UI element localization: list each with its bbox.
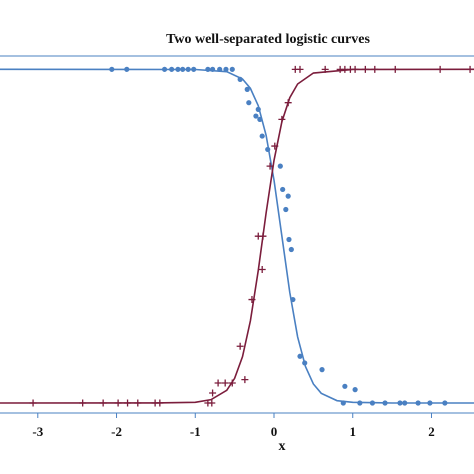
chart-title: Two well-separated logistic curves [166, 32, 370, 47]
plus-marker [258, 266, 266, 274]
dot-marker [161, 66, 168, 72]
dot-marker [257, 116, 263, 122]
curve [0, 68, 474, 404]
dot-marker [288, 246, 294, 253]
dot-marker [280, 186, 286, 193]
plus-marker [124, 399, 132, 407]
plus-marker [248, 296, 256, 304]
dot-marker [244, 86, 250, 92]
dot-marker [205, 66, 211, 72]
x-tick-label: -1 [190, 424, 201, 439]
plus-marker [114, 399, 122, 407]
dot-marker [229, 66, 235, 72]
dot-marker [246, 100, 252, 106]
plus-marker [271, 142, 279, 150]
plus-marker [208, 399, 216, 407]
dot-marker [259, 133, 265, 139]
plus-marker [228, 379, 236, 387]
plus-marker [236, 342, 244, 350]
plus-marker [321, 65, 329, 73]
dot-marker [255, 106, 261, 112]
dot-marker [209, 66, 216, 72]
dot-marker [180, 66, 186, 72]
dot-marker [217, 66, 223, 72]
plus-marker [436, 65, 444, 73]
dot-marker [402, 400, 408, 406]
dot-marker [382, 400, 388, 406]
curve [0, 68, 474, 404]
dot-marker [124, 66, 130, 72]
plus-marker [214, 379, 222, 387]
dot-marker [109, 66, 115, 72]
dot-marker [277, 163, 283, 169]
dot-marker [175, 66, 181, 72]
plus-marker [134, 399, 142, 407]
plus-marker [29, 399, 37, 407]
plus-marker [351, 65, 359, 73]
dot-marker [223, 66, 229, 72]
dot-marker [352, 387, 358, 393]
dot-marker [283, 206, 289, 213]
plus-marker [466, 65, 474, 73]
dot-marker [290, 296, 296, 303]
plus-marker [371, 65, 379, 73]
plus-marker [361, 65, 369, 73]
dot-marker [185, 66, 191, 72]
plus-marker [266, 162, 274, 170]
plus-marker [209, 389, 217, 397]
plus-marker [391, 65, 399, 73]
dot-marker [169, 66, 175, 72]
plus-marker [99, 399, 107, 407]
dot-marker [442, 400, 448, 406]
plus-marker [296, 65, 304, 73]
x-axis-label: x [279, 439, 286, 454]
plus-marker [259, 232, 267, 240]
x-tick-label: -3 [32, 424, 43, 439]
dot-marker [340, 400, 346, 406]
dot-marker [357, 400, 363, 406]
x-tick-label: 1 [349, 424, 356, 439]
x-tick-label: 0 [271, 424, 278, 439]
dot-marker [342, 383, 348, 389]
dot-marker [237, 76, 243, 82]
plus-marker [156, 399, 164, 407]
plus-marker [221, 379, 229, 387]
dot-marker [397, 400, 403, 406]
dot-marker [427, 400, 433, 406]
plus-marker [241, 376, 249, 384]
plus-marker [278, 115, 286, 123]
plus-marker [79, 399, 87, 407]
dot-marker [369, 400, 376, 406]
dot-marker [285, 193, 291, 199]
dot-marker [191, 66, 197, 72]
dot-marker [286, 236, 292, 243]
dot-marker [297, 353, 303, 359]
x-tick-label: 2 [428, 424, 435, 439]
plus-marker [284, 99, 292, 107]
dot-marker [265, 146, 271, 153]
dot-marker [319, 367, 325, 373]
dot-marker [302, 360, 308, 366]
x-tick-label: -2 [111, 424, 122, 439]
dot-marker [253, 113, 259, 119]
dot-marker [415, 400, 421, 406]
